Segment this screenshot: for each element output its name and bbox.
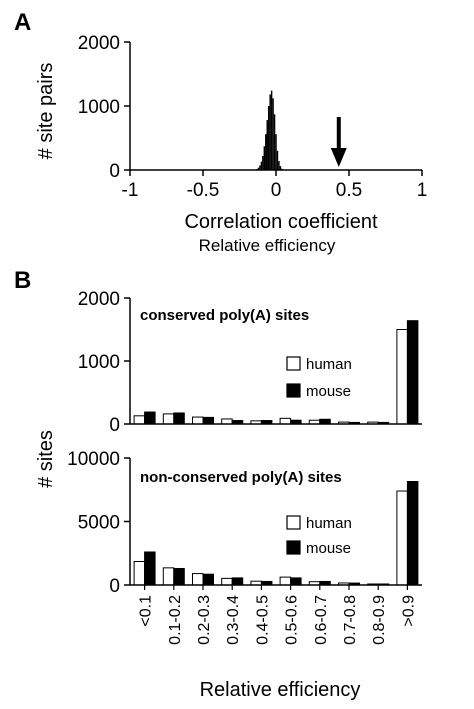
histogram-bar [276, 150, 279, 170]
bar-human [162, 567, 175, 586]
bar-mouse [202, 416, 214, 425]
legend-label-mouse: mouse [306, 540, 351, 557]
non-conserved-legend: human mouse [286, 515, 352, 557]
bar-human [396, 329, 408, 425]
category-label: 0.7-0.8 [342, 595, 359, 645]
legend-swatch-human [286, 515, 301, 530]
category-label: 0.4-0.5 [254, 595, 271, 645]
y-tick-label: 2000 [78, 289, 120, 310]
y-tick-label: 5000 [78, 513, 120, 534]
bar-human [396, 490, 408, 586]
bar-mouse [144, 551, 156, 586]
y-tick-label: 1000 [78, 97, 120, 118]
bar-mouse [406, 320, 419, 425]
histogram-bar [267, 106, 270, 170]
histogram-xlabel: Correlation coefficient [184, 211, 378, 233]
bar-human [192, 416, 204, 425]
sites-ylabel: # sites [35, 430, 57, 488]
non-conserved-title: non-conserved poly(A) sites [140, 469, 342, 486]
histogram-bar [260, 161, 263, 170]
conserved-legend: human mouse [286, 356, 352, 400]
bar-mouse [173, 567, 185, 586]
bar-human [221, 418, 233, 425]
y-tick-label: 2000 [78, 33, 120, 54]
y-tick-label: 1000 [78, 352, 120, 373]
arrow-head [330, 148, 347, 167]
bar-human [279, 576, 292, 586]
category-label: 0.2-0.3 [196, 595, 213, 645]
x-tick-label: 1 [417, 180, 428, 201]
x-tick-label: 0 [271, 180, 282, 201]
category-label: >0.9 [400, 595, 417, 627]
legend-label-human: human [306, 356, 352, 373]
histogram-bar [279, 166, 282, 170]
y-tick-label: 10000 [67, 449, 120, 470]
category-label: 0.1-0.2 [167, 595, 184, 645]
y-tick-label: 0 [109, 161, 120, 182]
legend-swatch-human [286, 356, 301, 371]
legend-swatch-mouse [286, 383, 301, 398]
conserved-bars [133, 320, 419, 425]
conserved-title: conserved poly(A) sites [140, 307, 309, 324]
conserved-chart: 0 1000 2000 conserved poly(A) sites human … [78, 289, 422, 436]
category-label: 0.3-0.4 [225, 595, 242, 645]
non-conserved-chart: 0 5000 10000 non-conserved poly(A) sites h… [35, 430, 422, 701]
histogram-ticks: 0 1000 2000 -1 -0.5 0 0.5 1 [78, 33, 428, 201]
arrow-marker [330, 117, 347, 167]
x-tick-label: -0.5 [187, 180, 220, 201]
bar-human [192, 573, 204, 586]
histogram-bar [266, 120, 268, 170]
bar-mouse [406, 480, 419, 586]
histogram-chart: 0 1000 2000 -1 -0.5 0 0.5 1 # site pairs Correl… [35, 33, 427, 255]
bar-mouse [231, 577, 244, 586]
y-tick-label: 0 [109, 415, 120, 436]
histogram-bar [272, 98, 274, 170]
category-label: 0.8-0.9 [371, 595, 388, 645]
panel-b-label: B [14, 267, 31, 294]
category-label: <0.1 [138, 595, 155, 627]
histogram-bar [270, 90, 273, 170]
histogram-ylabel: # site pairs [35, 63, 57, 160]
histogram-bar [278, 161, 280, 170]
legend-label-human: human [306, 515, 352, 532]
category-label: 0.5-0.6 [284, 595, 301, 645]
bar-human [133, 561, 146, 586]
histogram-bar [273, 114, 276, 170]
non-conserved-bars [133, 480, 419, 586]
legend-label-mouse: mouse [306, 383, 351, 400]
legend-swatch-mouse [286, 540, 301, 555]
bar-mouse [290, 577, 302, 586]
panel-a-label: A [14, 9, 31, 36]
histogram-bar [262, 155, 264, 170]
bar-human [133, 415, 146, 425]
category-labels: <0.1 0.1-0.2 0.2-0.3 0.3-0.4 0.4-0.5 0.5-0.6 0… [138, 585, 417, 645]
category-label: 0.6-0.7 [313, 595, 330, 645]
efficiency-xlabel: Relative efficiency [200, 679, 361, 701]
bar-mouse [173, 412, 185, 425]
bar-human [279, 417, 292, 425]
bar-mouse [202, 573, 214, 586]
histogram-bars [254, 90, 285, 170]
bar-human [221, 577, 233, 586]
bar-human [162, 413, 175, 425]
y-tick-label: 0 [109, 576, 120, 597]
histogram-bar [263, 146, 266, 170]
histogram-bar [265, 134, 267, 170]
histogram-bar [259, 165, 261, 170]
histogram-bar [269, 94, 271, 170]
bar-mouse [144, 411, 156, 425]
x-tick-label: -1 [122, 180, 139, 201]
conserved-ticks: 0 1000 2000 [78, 289, 130, 436]
histogram-bar [275, 134, 277, 170]
x-tick-label: 0.5 [336, 180, 362, 201]
histogram-bar [257, 167, 260, 170]
non-conserved-ticks: 0 5000 10000 [67, 449, 130, 597]
histogram-xlabel-sub: Relative efficiency [199, 236, 336, 255]
